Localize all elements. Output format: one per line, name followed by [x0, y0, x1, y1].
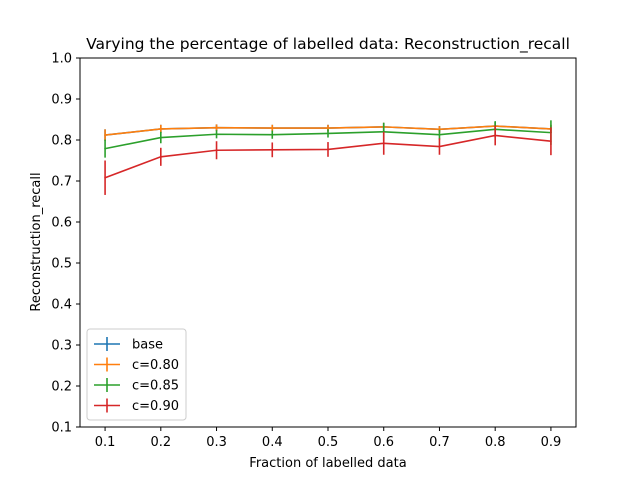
legend-box [86, 328, 187, 421]
data-point [327, 148, 329, 151]
data-point [438, 128, 441, 131]
legend-label: c=0.80 [132, 358, 179, 373]
y-tick-label: 0.7 [51, 175, 72, 190]
data-point [160, 128, 162, 130]
legend-item: c=0.90 [94, 398, 179, 414]
data-point [327, 127, 329, 129]
x-tick-label: 0.6 [373, 435, 394, 450]
data-point [327, 132, 329, 135]
data-point [160, 136, 162, 139]
x-tick-label: 0.7 [429, 435, 450, 450]
y-axis: 0.1 0.2 0.3 0.4 0.5 0.6 0.7 0.8 0.9 1.0 [51, 52, 80, 436]
plot-area [104, 120, 552, 195]
y-tick-label: 0.8 [51, 134, 72, 149]
data-point [550, 140, 552, 143]
y-axis-label: Reconstruction_recall [29, 172, 44, 311]
chart-title: Varying the percentage of labelled data:… [86, 35, 570, 54]
data-point [494, 134, 496, 137]
y-tick-label: 0.6 [51, 216, 72, 231]
data-point [104, 147, 106, 150]
data-point [438, 145, 441, 148]
legend-label: c=0.90 [132, 399, 179, 414]
data-point [215, 133, 218, 136]
y-tick-label: 0.4 [51, 298, 72, 313]
x-tick-label: 0.3 [206, 435, 227, 450]
y-tick-label: 0.1 [51, 421, 72, 436]
data-point [160, 156, 162, 158]
x-tick-label: 0.4 [262, 435, 283, 450]
x-tick-label: 0.1 [95, 435, 116, 450]
y-tick-label: 0.2 [51, 380, 72, 395]
legend: base c=0.80 c=0.85 c=0.90 [86, 328, 187, 421]
legend-item: c=0.85 [94, 378, 179, 394]
x-tick-label: 0.9 [541, 435, 562, 450]
x-axis: 0.1 0.2 0.3 0.4 0.5 0.6 0.7 0.8 0.9 [95, 427, 562, 450]
data-point [271, 149, 274, 151]
y-tick-label: 0.9 [51, 93, 72, 108]
legend-label: base [132, 338, 163, 353]
data-point [215, 126, 218, 129]
legend-item: base [94, 337, 163, 353]
series-c-0-90 [104, 125, 552, 195]
data-point [104, 134, 106, 136]
data-point [438, 133, 441, 136]
data-point [104, 176, 106, 179]
y-tick-label: 0.5 [51, 257, 72, 272]
data-point [271, 133, 274, 136]
x-axis-label: Fraction of labelled data [249, 456, 406, 471]
data-point [271, 127, 274, 129]
y-tick-label: 1.0 [51, 52, 72, 67]
legend-item: c=0.80 [94, 357, 179, 373]
legend-label: c=0.85 [132, 379, 179, 394]
y-tick-label: 0.3 [51, 339, 72, 354]
x-tick-label: 0.5 [318, 435, 339, 450]
data-point [382, 142, 385, 145]
x-tick-label: 0.8 [485, 435, 506, 450]
x-tick-label: 0.2 [150, 435, 171, 450]
data-point [215, 149, 218, 152]
